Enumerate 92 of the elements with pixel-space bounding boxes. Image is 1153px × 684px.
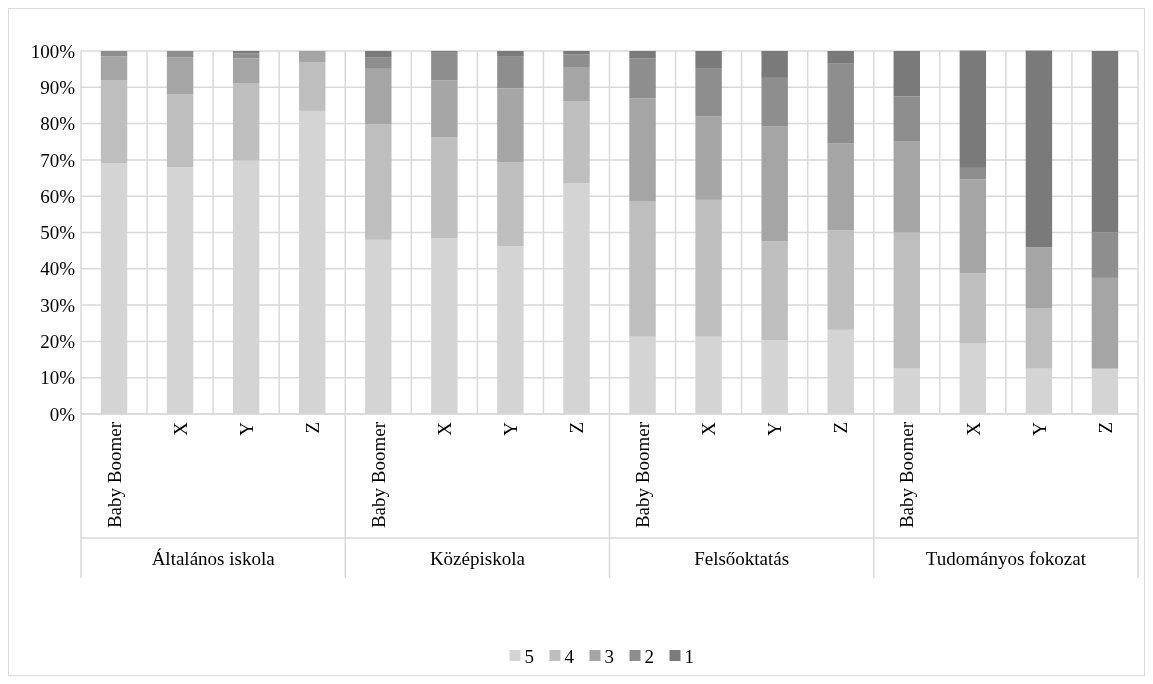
y-tick-label: 0% — [49, 403, 76, 425]
bar — [761, 51, 788, 78]
bar — [100, 80, 128, 164]
bar — [100, 56, 128, 81]
bar — [365, 68, 392, 125]
y-tick-label: 80% — [40, 113, 76, 135]
text: Általános iskola — [151, 547, 276, 569]
x-tick-label: X — [962, 421, 984, 436]
legend-label: 5 — [524, 645, 534, 667]
bar — [497, 162, 524, 247]
y-tick-label: 40% — [40, 258, 76, 280]
bar — [959, 273, 987, 344]
bar — [827, 230, 854, 330]
x-tick-label: X — [698, 421, 720, 436]
x-tick-label: Baby Boomer — [896, 421, 918, 529]
y-tick-label: 20% — [40, 331, 76, 353]
bar — [232, 51, 260, 54]
x-tick-label: Baby Boomer — [103, 421, 125, 529]
legend-label: 2 — [644, 645, 654, 667]
bar — [893, 141, 920, 233]
bar — [1025, 308, 1053, 369]
bar — [695, 199, 722, 337]
bar — [761, 77, 788, 127]
y-tick-label: 90% — [40, 76, 76, 98]
bar — [431, 52, 458, 81]
text: Tudományos fokozat — [925, 547, 1087, 569]
x-tick-label: Z — [301, 422, 323, 434]
bar — [827, 63, 854, 144]
x-tick-label: Y — [235, 421, 257, 436]
bar — [563, 54, 590, 67]
y-tick-label: 10% — [40, 367, 76, 389]
bar — [563, 101, 590, 184]
bar — [365, 124, 392, 240]
bar — [563, 66, 590, 102]
legend-label: 1 — [684, 645, 694, 667]
bar — [563, 51, 590, 55]
x-tick-label: X — [169, 421, 191, 436]
bar — [827, 51, 854, 64]
x-tick-label: X — [433, 421, 455, 436]
legend-label: 4 — [564, 645, 575, 667]
bar — [299, 62, 326, 111]
bar — [166, 57, 194, 95]
bar — [497, 56, 524, 89]
bar — [695, 51, 722, 69]
bar — [629, 98, 656, 202]
bar — [761, 241, 788, 341]
bar — [497, 88, 524, 163]
bar — [1091, 277, 1119, 369]
bar — [695, 116, 722, 200]
bar — [365, 51, 392, 58]
bar — [893, 51, 920, 97]
bar — [1091, 232, 1119, 278]
x-tick-label: Z — [566, 422, 588, 434]
x-tick-label: Z — [1094, 422, 1116, 434]
y-tick-label: 70% — [40, 149, 76, 171]
bar — [166, 51, 194, 58]
x-tick-label: Y — [500, 421, 522, 436]
x-tick-label: Baby Boomer — [367, 421, 389, 529]
text: Középiskola — [429, 547, 526, 569]
bar — [629, 201, 656, 337]
x-tick-label: Z — [830, 422, 852, 434]
bar — [497, 51, 524, 57]
bar — [299, 51, 326, 63]
bar — [1025, 247, 1053, 308]
bar — [893, 232, 920, 369]
bar — [166, 94, 194, 168]
x-tick-label: Baby Boomer — [632, 421, 654, 529]
y-tick-label: 60% — [40, 185, 76, 207]
bar — [431, 137, 458, 239]
x-tick-label: Y — [764, 421, 786, 436]
bar — [959, 179, 987, 274]
y-tick-label: 100% — [30, 40, 76, 62]
legend-label: 3 — [604, 645, 614, 667]
bar — [827, 143, 854, 231]
text: Felsőoktatás — [694, 547, 790, 569]
bar — [1091, 51, 1119, 233]
bar — [761, 126, 788, 242]
x-tick-label: Y — [1028, 421, 1050, 436]
bar — [959, 50, 987, 168]
bar — [100, 51, 128, 57]
bar — [431, 80, 458, 138]
bar — [232, 58, 260, 84]
y-tick-label: 50% — [40, 222, 76, 244]
bar — [1025, 50, 1053, 248]
bar — [959, 167, 987, 180]
bar — [893, 96, 920, 142]
bar — [629, 58, 656, 99]
bar — [365, 57, 392, 69]
bar — [695, 68, 722, 117]
bar — [232, 83, 260, 161]
y-tick-label: 30% — [40, 294, 76, 316]
bar — [629, 51, 656, 59]
